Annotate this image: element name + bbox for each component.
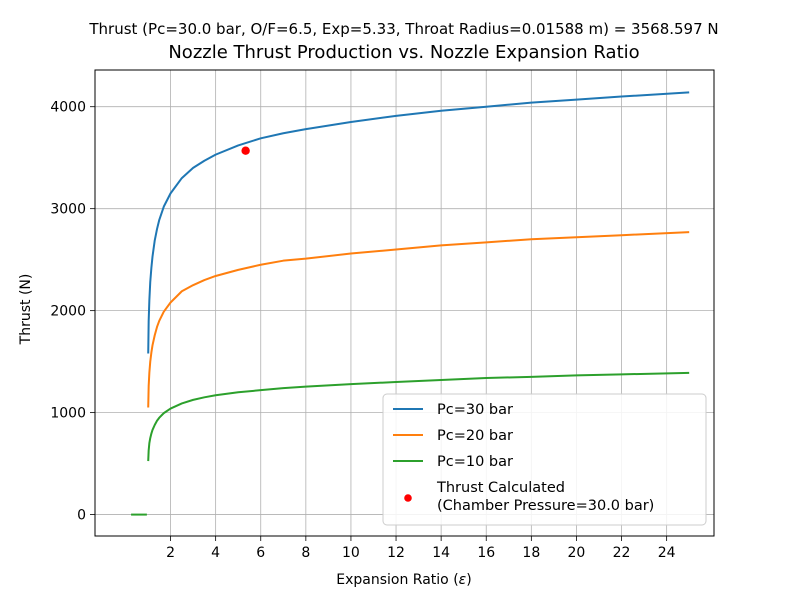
x-tick-label: 8: [301, 545, 310, 561]
legend-point-marker: [404, 494, 412, 502]
y-tick-label: 2000: [50, 304, 86, 320]
x-tick-label: 24: [658, 545, 676, 561]
series-line-pc-20-bar: [147, 231, 690, 408]
y-tick-label: 4000: [50, 100, 86, 116]
x-tick-label: 2: [166, 545, 175, 561]
x-tick-label: 4: [211, 545, 220, 561]
x-axis-label: Expansion Ratio (ε): [336, 572, 471, 588]
y-tick-label: 3000: [50, 202, 86, 218]
legend: Pc=30 bar Pc=20 bar Pc=10 bar Thrust Calcul…: [382, 393, 707, 526]
x-tick-label: 14: [432, 545, 450, 561]
axes: [94, 69, 715, 537]
legend-label-point: Thrust Calculated (Chamber Pressure=30.0 …: [436, 480, 654, 514]
y-tick-label: 0: [77, 508, 86, 524]
series-line-pc-10-bar: [147, 371, 690, 462]
series-group: [131, 91, 690, 516]
y-tick-label: 1000: [50, 406, 86, 422]
series-line-pc-30-bar: [147, 91, 690, 354]
plot-frame: [94, 69, 715, 537]
y-axis-label: Thrust (N): [18, 274, 34, 346]
thrust-calculated-point: [241, 146, 250, 155]
x-tick-label: 16: [477, 545, 495, 561]
x-tick-label: 18: [522, 545, 540, 561]
x-tick-label: 6: [256, 545, 265, 561]
legend-label: Pc=10 bar: [437, 454, 513, 470]
chart-suptitle: Thrust (Pc=30.0 bar, O/F=6.5, Exp=5.33, …: [88, 20, 718, 38]
chart-title: Nozzle Thrust Production vs. Nozzle Expa…: [168, 42, 639, 63]
legend-label: Pc=20 bar: [437, 428, 513, 444]
x-tick-label: 10: [342, 545, 360, 561]
x-tick-label: 12: [387, 545, 405, 561]
legend-label: Pc=30 bar: [437, 402, 513, 418]
legend-box: [382, 393, 707, 526]
x-tick-label: 22: [613, 545, 631, 561]
x-tick-label: 20: [568, 545, 586, 561]
